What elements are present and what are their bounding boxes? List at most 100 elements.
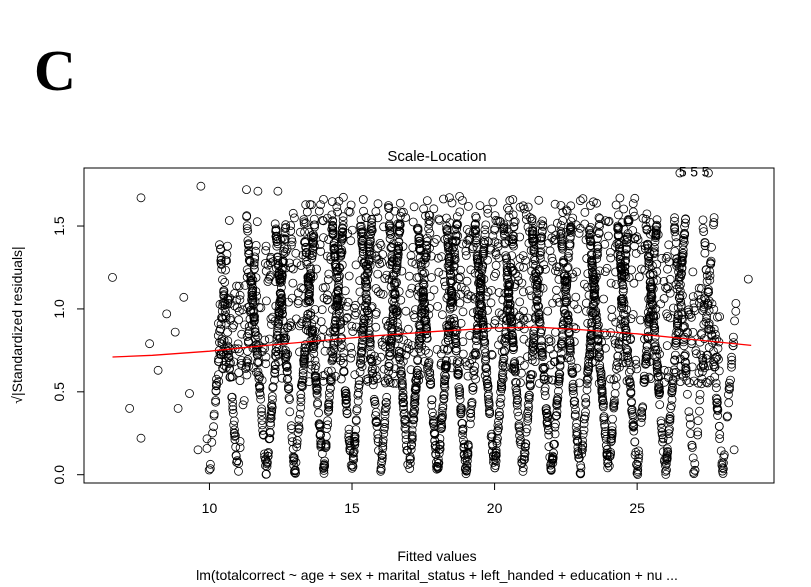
residual-point bbox=[384, 202, 393, 212]
residual-point bbox=[398, 392, 408, 402]
residual-point bbox=[212, 374, 221, 384]
residual-point bbox=[596, 367, 606, 377]
residual-point bbox=[344, 429, 354, 439]
residual-point bbox=[678, 314, 687, 324]
residual-point bbox=[251, 330, 261, 340]
residual-point bbox=[713, 406, 723, 415]
residual-point bbox=[350, 432, 360, 441]
residual-point bbox=[594, 378, 604, 388]
residual-point bbox=[622, 305, 632, 315]
residual-point bbox=[331, 371, 340, 381]
residual-point bbox=[661, 459, 671, 469]
residual-point bbox=[311, 383, 321, 392]
residual-point bbox=[361, 375, 371, 385]
residual-point bbox=[435, 434, 445, 444]
residual-point bbox=[515, 312, 524, 322]
residual-point bbox=[578, 429, 588, 439]
residual-point bbox=[682, 327, 692, 337]
residual-point bbox=[409, 347, 419, 357]
residual-point bbox=[380, 407, 390, 417]
residual-point bbox=[623, 351, 632, 361]
residual-point bbox=[231, 442, 241, 452]
residual-point bbox=[315, 240, 325, 250]
residual-point bbox=[429, 285, 439, 295]
residual-point bbox=[518, 466, 528, 476]
residual-point bbox=[360, 315, 370, 325]
residual-point bbox=[271, 351, 281, 361]
residual-point bbox=[536, 345, 546, 355]
residual-point bbox=[483, 204, 492, 214]
residual-point bbox=[324, 269, 334, 279]
residual-point bbox=[547, 253, 557, 263]
residual-point bbox=[606, 278, 616, 288]
residual-point bbox=[452, 224, 462, 234]
residual-point bbox=[536, 247, 546, 257]
residual-point bbox=[613, 225, 623, 235]
residual-point bbox=[344, 271, 354, 281]
residual-point bbox=[620, 321, 629, 331]
residual-point bbox=[637, 413, 647, 423]
residual-point bbox=[440, 370, 450, 380]
residual-point bbox=[419, 357, 429, 366]
residual-point bbox=[677, 310, 687, 320]
residual-point bbox=[654, 382, 664, 392]
residual-point bbox=[413, 225, 423, 235]
residual-point bbox=[540, 386, 550, 396]
residual-point bbox=[558, 216, 567, 226]
residual-point bbox=[523, 413, 533, 423]
residual-point bbox=[523, 408, 532, 418]
y-tick-label: 1.5 bbox=[51, 216, 67, 236]
residual-point bbox=[652, 357, 662, 367]
residual-point bbox=[411, 259, 421, 269]
residual-point bbox=[327, 210, 337, 220]
residual-point bbox=[235, 443, 245, 453]
residual-point bbox=[535, 314, 545, 324]
residual-point bbox=[409, 415, 419, 425]
residual-point bbox=[218, 314, 228, 324]
residual-point bbox=[684, 310, 694, 320]
residual-point bbox=[670, 223, 679, 233]
residual-point bbox=[491, 456, 501, 466]
residual-point bbox=[266, 254, 276, 264]
residual-point bbox=[291, 457, 301, 467]
residual-point bbox=[230, 425, 239, 435]
residual-point bbox=[301, 218, 311, 228]
residual-point bbox=[235, 376, 245, 386]
residual-point bbox=[391, 378, 401, 388]
residual-point bbox=[386, 342, 396, 352]
residual-point bbox=[664, 426, 674, 436]
residual-point bbox=[244, 322, 254, 331]
residual-point bbox=[632, 364, 642, 374]
residual-point bbox=[317, 449, 327, 459]
residual-point bbox=[488, 231, 498, 241]
residual-point bbox=[632, 460, 641, 470]
residual-point bbox=[697, 379, 706, 389]
residual-point bbox=[254, 302, 264, 312]
residual-point bbox=[528, 259, 538, 269]
residual-point bbox=[513, 407, 523, 417]
residual-point bbox=[469, 350, 479, 360]
residual-point bbox=[581, 235, 591, 245]
residual-point bbox=[644, 294, 654, 304]
residual-point bbox=[487, 350, 497, 360]
residual-point bbox=[581, 399, 591, 409]
residual-point bbox=[310, 304, 320, 314]
residual-point bbox=[266, 413, 276, 423]
residual-point bbox=[328, 226, 338, 236]
residual-point bbox=[523, 202, 533, 212]
residual-point bbox=[244, 255, 254, 265]
residual-point bbox=[689, 298, 699, 308]
residual-point bbox=[602, 450, 612, 459]
residual-point bbox=[515, 356, 525, 366]
residual-point bbox=[609, 403, 619, 413]
residual-point bbox=[710, 335, 719, 345]
residual-point bbox=[470, 294, 479, 304]
residual-point bbox=[614, 222, 623, 232]
residual-point bbox=[338, 216, 348, 226]
residual-point bbox=[287, 437, 297, 447]
residual-point bbox=[724, 398, 734, 408]
residual-point bbox=[478, 260, 488, 270]
residual-point bbox=[714, 366, 724, 376]
residual-point bbox=[621, 272, 631, 282]
residual-point bbox=[305, 327, 315, 337]
